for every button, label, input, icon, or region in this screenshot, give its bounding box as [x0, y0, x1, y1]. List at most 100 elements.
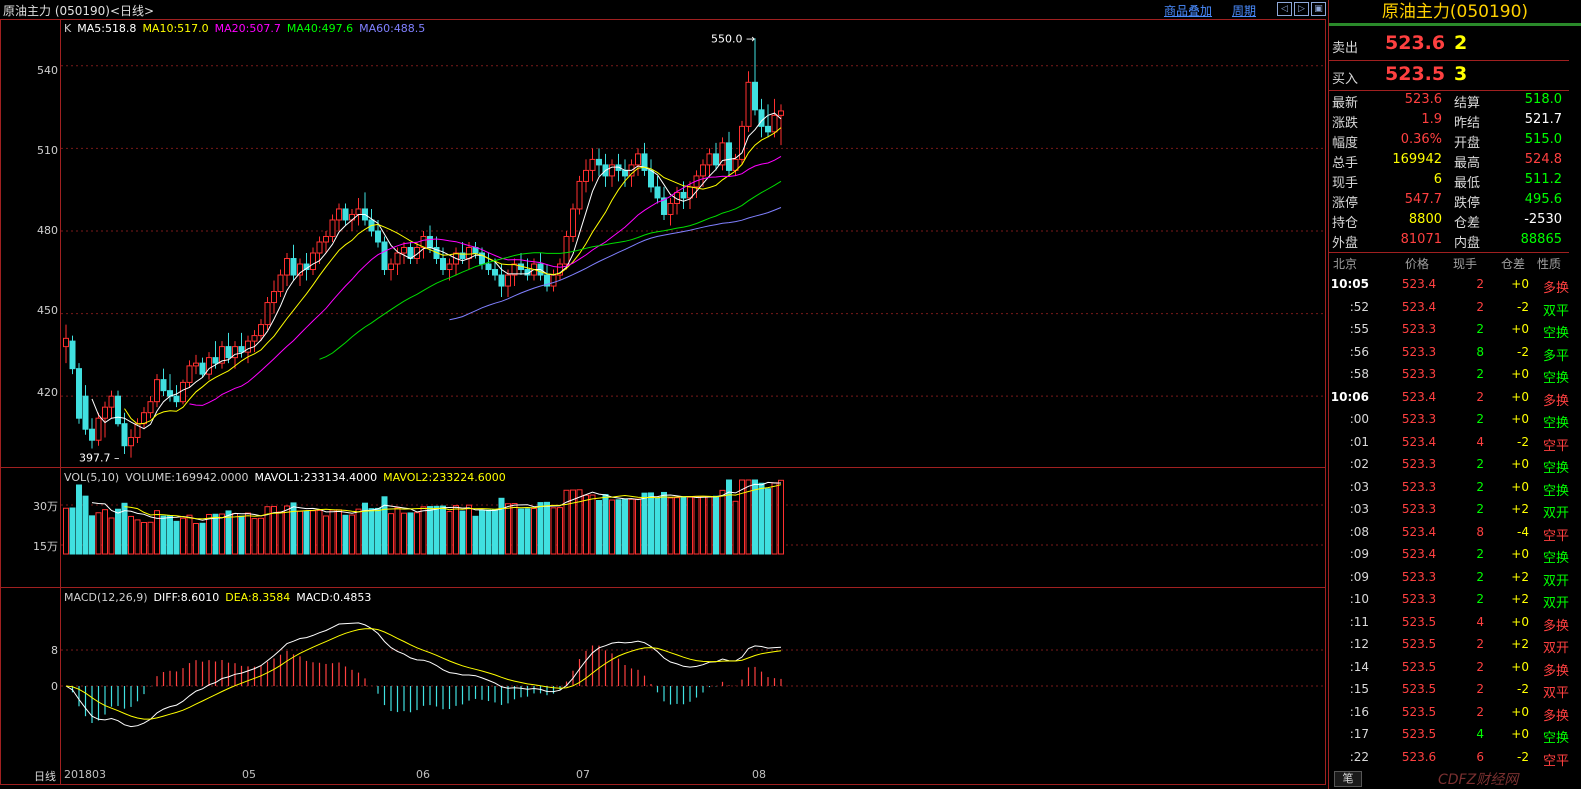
stat-label: 涨跌	[1332, 116, 1359, 131]
candle-body	[745, 81, 752, 127]
period-label[interactable]: 日线	[34, 770, 56, 783]
tick-row[interactable]: :14 523.5 2 +0 多换	[1329, 657, 1569, 679]
candle-body	[102, 406, 108, 419]
tick-time: :55	[1349, 322, 1369, 336]
tick-volume: 2	[1476, 547, 1484, 561]
period-link[interactable]: 周期	[1232, 4, 1257, 18]
ask-price: 523.6	[1385, 32, 1446, 54]
candle-body	[323, 235, 329, 243]
tick-volume: 2	[1476, 569, 1484, 584]
volume-bar	[251, 518, 258, 555]
tick-nature: 双平	[1542, 303, 1569, 319]
volume-bar	[69, 507, 76, 555]
overlay-commodity-link[interactable]: 商品叠加	[1164, 4, 1213, 18]
candle-body	[199, 362, 206, 375]
volume-bar	[147, 521, 154, 555]
tick-row[interactable]: :11 523.5 4 +0 多换	[1329, 612, 1569, 634]
tick-nature: 双开	[1542, 573, 1569, 589]
volume-bar	[628, 498, 635, 555]
candle-body	[557, 263, 563, 276]
tab-ticks[interactable]: 笔	[1334, 771, 1362, 787]
tick-row[interactable]: :00 523.3 2 +0 空换	[1329, 409, 1569, 431]
candle-body	[232, 346, 238, 359]
tick-row[interactable]: :56 523.3 8 -2 多平	[1329, 342, 1569, 364]
tick-nature: 多换	[1542, 393, 1569, 409]
candle-body	[95, 417, 102, 441]
tick-row[interactable]: 10:06 523.4 2 +0 多换	[1329, 387, 1569, 409]
tick-price: 523.4	[1401, 277, 1437, 291]
volume-bar	[498, 497, 505, 555]
stat-label: 开盘	[1454, 136, 1481, 151]
page-left-icon[interactable]: ◁	[1277, 2, 1292, 16]
volume-bar	[726, 479, 732, 555]
stat-value: 81071	[1400, 232, 1442, 247]
tick-row[interactable]: :12 523.5 2 +2 双开	[1329, 634, 1569, 656]
tick-oi-change: +0	[1511, 457, 1529, 471]
tick-row[interactable]: :03 523.3 2 +0 空换	[1329, 477, 1569, 499]
candle-body	[589, 158, 596, 171]
candle-body	[641, 153, 648, 171]
tick-time: :00	[1349, 412, 1369, 426]
tick-row[interactable]: :16 523.5 2 +0 多换	[1329, 702, 1569, 724]
candle-body	[765, 125, 771, 133]
tick-row[interactable]: :02 523.3 2 +0 空换	[1329, 454, 1569, 476]
candle-body	[570, 208, 576, 237]
candle-body	[173, 395, 180, 403]
page-right-icon[interactable]: ▷	[1294, 2, 1309, 16]
tick-row[interactable]: :08 523.4 8 -4 空平	[1329, 522, 1569, 544]
volume-bar	[245, 512, 251, 555]
stat-value: -2530	[1524, 212, 1562, 227]
volume-bar	[576, 489, 583, 555]
tick-row[interactable]: :09 523.4 2 +0 空换	[1329, 544, 1569, 566]
tick-oi-change: +0	[1511, 367, 1529, 381]
tick-time: :17	[1349, 727, 1369, 741]
candle-body	[355, 208, 362, 215]
tick-volume: 2	[1476, 412, 1484, 426]
candle-body	[511, 263, 518, 276]
tick-row[interactable]: :15 523.5 2 -2 双平	[1329, 679, 1569, 701]
candle-body	[271, 291, 277, 304]
volume-bar	[700, 496, 706, 555]
divider	[1329, 252, 1569, 253]
candle-body	[459, 252, 466, 260]
tick-row[interactable]: :17 523.5 4 +0 空换	[1329, 724, 1569, 746]
volume-bar	[531, 508, 537, 555]
candle-body	[420, 235, 427, 248]
candle-body	[342, 208, 349, 221]
tick-row[interactable]: 10:05 523.4 2 +0 多换	[1329, 274, 1569, 296]
tick-row[interactable]: :58 523.3 2 +0 空换	[1329, 364, 1569, 386]
tick-row[interactable]: :01 523.4 4 -2 空平	[1329, 432, 1569, 454]
stat-label: 最高	[1454, 156, 1481, 171]
fullscreen-icon[interactable]: ▣	[1311, 2, 1326, 16]
volume-bar	[453, 505, 459, 555]
chart-title-bar: 原油主力 (050190)<日线> 商品叠加 周期 ◁ ▷ ▣	[0, 0, 1326, 19]
candle-body	[375, 230, 381, 243]
volume-bar	[687, 496, 693, 555]
volume-legend: VOL(5,10) VOLUME:169942.0000 MAVOL1:233134…	[64, 471, 512, 484]
volume-bar	[108, 517, 115, 555]
volume-bar	[394, 507, 401, 555]
tick-row[interactable]: :03 523.3 2 +2 双开	[1329, 499, 1569, 521]
candle-body	[609, 164, 615, 177]
low-label: 397.7 –	[79, 452, 120, 465]
volume-bar	[284, 505, 290, 555]
ask-row[interactable]: 卖出 523.6 2	[1329, 30, 1569, 60]
tick-oi-change: +0	[1511, 614, 1529, 629]
candle-body	[622, 169, 628, 177]
tick-row[interactable]: :09 523.3 2 +2 双开	[1329, 567, 1569, 589]
mavol2-line	[124, 484, 782, 520]
candle-body	[479, 252, 485, 265]
tick-row[interactable]: :52 523.4 2 -2 双平	[1329, 297, 1569, 319]
chart-frame	[0, 19, 1326, 785]
tick-volume: 4	[1476, 614, 1484, 629]
volume-bar	[368, 508, 375, 555]
tick-volume: 4	[1476, 434, 1484, 449]
tick-row[interactable]: :10 523.3 2 +2 双开	[1329, 589, 1569, 611]
bid-row[interactable]: 买入 523.5 3	[1329, 61, 1569, 91]
volume-bar	[524, 508, 531, 555]
legend-item: MACD:0.4853	[296, 591, 372, 604]
tick-row[interactable]: :22 523.6 6 -2 空平	[1329, 747, 1569, 769]
tick-row[interactable]: :55 523.3 2 +0 空换	[1329, 319, 1569, 341]
price-chart[interactable]: 550.0 → 397.7 –	[0, 0, 1326, 789]
volume-bar	[674, 497, 680, 555]
